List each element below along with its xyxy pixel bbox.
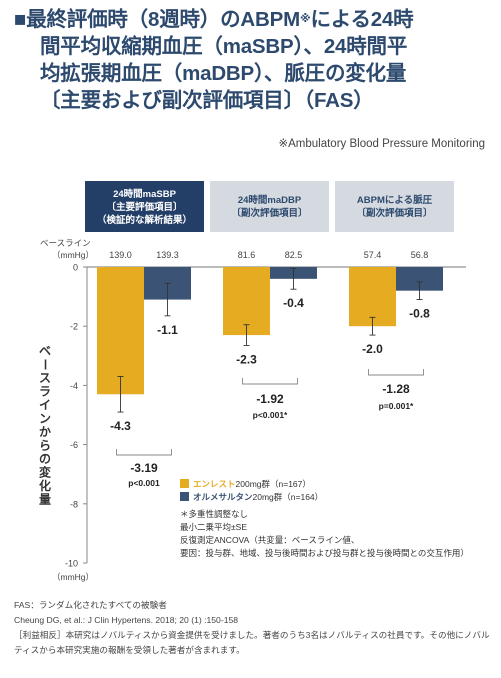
legend-swatch: [180, 479, 189, 488]
chart-note: 最小二乗平均±SE: [180, 522, 247, 532]
y-axis-label: ン: [39, 412, 51, 426]
y-unit-label: （mmHg）: [52, 572, 94, 582]
difference-bracket: [368, 369, 424, 376]
footer: FAS：ランダム化されたすべての被験者 Cheung DG, et al.: J…: [14, 598, 492, 658]
value-label: -2.0: [362, 342, 383, 356]
value-label: -0.8: [409, 307, 430, 321]
panel-header-3: [335, 181, 454, 232]
y-tick-label: -6: [70, 440, 78, 450]
p-value: p<0.001*: [253, 410, 288, 420]
page-title: ■最終評価時（8週時）のABPM※による24時 間平均収縮期血圧（maSBP）、…: [14, 6, 494, 114]
bar-entresto: [349, 267, 396, 327]
y-axis-label: 変: [39, 465, 52, 480]
baseline-unit: （mmHg）: [52, 250, 94, 260]
panel-header-text: 〔副次評価項目〕: [231, 207, 307, 219]
baseline-value: 56.8: [411, 250, 429, 260]
panel-header-text: 24時間maDBP: [238, 194, 302, 206]
y-axis-label: の: [39, 452, 51, 466]
y-axis-label: 化: [39, 478, 51, 493]
y-tick-label: -2: [70, 322, 78, 332]
y-axis-label: ラ: [39, 385, 51, 399]
baseline-value: 139.0: [109, 250, 132, 260]
title-line-2: 間平均収縮期血圧（maSBP）、24時間平: [40, 35, 408, 58]
y-axis-label: ス: [39, 371, 51, 385]
value-label: -2.3: [236, 352, 257, 366]
p-value: p=0.001*: [379, 401, 414, 411]
difference-value: -1.92: [256, 392, 284, 406]
panel-header-text: 〔主要評価項目〕: [106, 201, 182, 213]
p-value: p<0.001: [128, 478, 160, 488]
footer-citation: Cheung DG, et al.: J Clin Hypertens. 201…: [14, 615, 239, 625]
legend-swatch: [180, 492, 189, 501]
baseline-value: 139.3: [156, 250, 179, 260]
difference-value: -3.19: [130, 461, 158, 475]
legend-entry: エンレスト200mg群（n=167）: [193, 479, 311, 489]
baseline-label: ベースライン: [40, 238, 91, 248]
baseline-value: 57.4: [364, 250, 382, 260]
abpm-footnote: ※Ambulatory Blood Pressure Monitoring: [278, 138, 485, 150]
title-line-3: 均拡張期血圧（maDBP）、脈圧の変化量: [40, 62, 407, 85]
chart-note: ＊多重性調整なし: [180, 509, 248, 519]
title-footnote-mark: ※: [299, 13, 311, 25]
legend-series-dose: 200mg群（n=167）: [236, 479, 311, 489]
value-label: -1.1: [157, 323, 178, 337]
y-axis-label: ら: [39, 439, 51, 453]
legend-series-dose: 20mg群（n=164）: [253, 492, 324, 502]
panel-header-text: （検証的な解析結果）: [97, 214, 192, 226]
panel-header-2: [210, 181, 329, 232]
y-tick-label: 0: [73, 263, 78, 273]
legend-series-name: オルメサルタン: [193, 492, 253, 502]
chart-note: 要因：投与群、地域、投与後時間および投与群と投与後時間との交互作用）: [180, 548, 469, 558]
title-line-4: 〔主要および副次評価項目〕（FAS）: [40, 89, 374, 112]
legend-series-name: エンレスト: [193, 479, 236, 489]
y-tick-label: -8: [70, 499, 78, 509]
difference-bracket: [242, 378, 298, 385]
y-tick-label: -4: [70, 381, 78, 391]
baseline-value: 82.5: [285, 250, 303, 260]
y-axis-label: か: [39, 425, 51, 439]
chart-note: 反復測定ANCOVA（共変量：ベースライン値、: [180, 535, 359, 545]
footer-conflict-of-interest: ［利益相反］本研究はノバルティスから資金提供を受けました。著者のうち3名はノバル…: [14, 630, 490, 655]
footer-fas-definition: FAS：ランダム化されたすべての被験者: [14, 600, 167, 610]
legend-entry: オルメサルタン20mg群（n=164）: [193, 492, 323, 502]
y-tick-label: -10: [65, 559, 78, 569]
y-axis-label: ベ: [39, 344, 51, 358]
panel-header-text: 〔副次評価項目〕: [356, 207, 432, 219]
baseline-value: 81.6: [238, 250, 256, 260]
y-axis-label: 量: [39, 493, 51, 507]
value-label: -4.3: [110, 419, 131, 433]
bar-entresto: [223, 267, 270, 336]
panel-header-text: ABPMによる脈圧: [357, 194, 433, 206]
abpm-change-chart: 24時間maSBP〔主要評価項目〕（検証的な解析結果）24時間maDBP〔副次評…: [38, 181, 469, 582]
panel-header-text: 24時間maSBP: [113, 188, 176, 200]
difference-value: -1.28: [382, 382, 410, 396]
y-axis-label: イ: [39, 398, 51, 412]
difference-bracket: [116, 449, 172, 456]
title-square-icon: ■: [14, 8, 27, 31]
bar-entresto: [97, 267, 144, 395]
title-line-1: ■最終評価時（8週時）のABPM※による24時: [14, 8, 414, 31]
panel-header-1: [85, 181, 204, 232]
bar-olmesartan: [396, 267, 443, 291]
y-axis-label: ー: [38, 358, 52, 370]
value-label: -0.4: [283, 296, 304, 310]
